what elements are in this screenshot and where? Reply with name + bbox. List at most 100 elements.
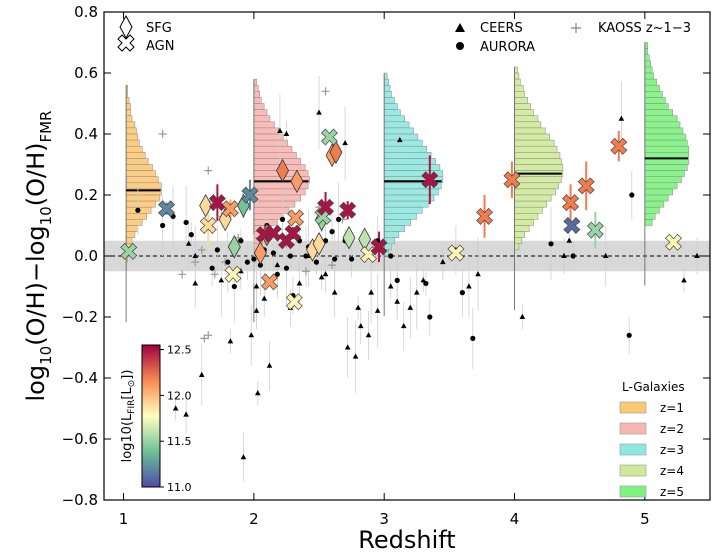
ceers-point — [296, 280, 303, 286]
aurora-point — [287, 253, 293, 259]
aurora-point — [238, 238, 244, 244]
legend-label-z=4: z=4 — [660, 464, 684, 478]
histogram-bin — [383, 78, 389, 86]
histogram-bin — [125, 158, 149, 165]
sfg-diamond — [329, 140, 343, 165]
histogram-bin — [514, 158, 562, 165]
ceers-point — [253, 283, 260, 289]
histogram-bin — [253, 133, 284, 141]
histogram-bin — [383, 97, 395, 104]
histogram-bin — [514, 152, 561, 159]
agn-cross — [563, 216, 581, 235]
legend-label-z=3: z=3 — [660, 443, 684, 457]
histogram-bin — [514, 206, 543, 214]
ceers-point — [387, 283, 394, 289]
colorbar-ticks: 11.0 11.5 12.0 12.5 — [160, 344, 192, 494]
histogram-bin — [383, 121, 410, 129]
histogram-z=3 — [383, 72, 444, 316]
histogram-bin — [514, 115, 539, 123]
ceers-point — [694, 252, 700, 258]
legend-lgalaxies-items: z=1 z=2 z=3 z=4 z=5 — [619, 401, 684, 499]
histogram-bin — [383, 145, 427, 153]
histogram-bin — [125, 176, 159, 184]
ceers-point — [274, 261, 281, 268]
legend-kaoss-plus-icon — [571, 23, 581, 33]
kaoss-point — [302, 267, 310, 276]
histogram-bin — [644, 188, 673, 196]
histogram-bin — [514, 194, 552, 202]
histogram-bin — [644, 109, 673, 116]
histogram-bin — [253, 200, 296, 208]
ceers-point — [192, 252, 199, 258]
histogram-bin — [383, 225, 405, 232]
aurora-point — [470, 335, 476, 341]
legend-swatch-z=3 — [619, 443, 647, 456]
histogram-bin — [125, 121, 136, 129]
aurora-point — [274, 271, 280, 277]
x-tick-label: 1 — [119, 510, 129, 528]
histogram-bin — [514, 139, 555, 147]
histogram-bin — [644, 164, 688, 171]
x-tick-label: 4 — [510, 510, 520, 528]
y-axis-label: log10(O/H)−log10(O/H)FMR — [22, 111, 55, 402]
aurora-point — [251, 256, 257, 262]
histogram-bin — [514, 121, 542, 129]
histogram-bin — [514, 188, 556, 196]
kaoss-point — [158, 130, 167, 138]
y-tick-label: 0.8 — [74, 3, 98, 21]
kaoss-point — [191, 258, 200, 267]
agn-cross — [577, 177, 595, 195]
agn-cross — [610, 137, 628, 155]
y-tick-label: 0.0 — [74, 247, 98, 265]
aurora-point — [394, 277, 400, 283]
ceers-point — [342, 139, 348, 146]
aurora-point — [313, 259, 320, 265]
ceers-point — [218, 277, 225, 283]
legend-agn-label: AGN — [146, 39, 174, 54]
ceers-point — [316, 109, 322, 115]
aurora-point — [388, 253, 394, 259]
histogram-bin — [514, 84, 524, 92]
y-tick-label: −0.8 — [62, 491, 98, 509]
histogram-bin — [383, 84, 391, 92]
ceers-point — [618, 115, 625, 121]
ceers-point — [266, 362, 273, 368]
aurora-point — [548, 241, 554, 247]
legend-lgalaxies-title: L-Galaxies — [622, 380, 685, 394]
histogram-bin — [253, 139, 288, 147]
agn-cross — [421, 171, 439, 189]
kaoss-point — [200, 334, 209, 343]
agn-cross — [120, 242, 138, 260]
ceers-point — [352, 353, 359, 359]
histogram-bin — [383, 115, 405, 123]
histogram-bin — [644, 97, 666, 104]
aurora-point — [459, 290, 465, 296]
histogram-bin — [644, 115, 678, 123]
histogram-bin — [125, 194, 161, 202]
aurora-point — [160, 222, 166, 229]
y-tick-label: −0.2 — [62, 308, 98, 326]
histogram-bin — [644, 60, 651, 68]
histogram-bin — [383, 200, 429, 208]
ceers-point — [254, 390, 261, 396]
colorbar-tick-label: 12.5 — [167, 344, 192, 357]
kaoss-point — [321, 87, 330, 96]
ceers-point — [407, 304, 414, 310]
agn-cross — [287, 209, 305, 227]
legend-label-z=5: z=5 — [660, 485, 684, 499]
agn-cross — [320, 128, 338, 146]
histogram-bin — [383, 152, 432, 159]
histogram-bin — [514, 219, 534, 226]
ceers-point — [519, 313, 526, 319]
histogram-bin — [125, 170, 156, 177]
aurora-point — [257, 262, 263, 268]
histogram-bin — [383, 158, 436, 165]
histogram-bin — [644, 72, 654, 80]
ceers-point — [261, 295, 268, 301]
histogram-bin — [253, 213, 284, 220]
histogram-bin — [514, 213, 539, 220]
axis-ticks: 1 2 3 4 5 −0.8 −0.6 −0.4 −0.2 0.0 0.2 0.4 0.6 0.8 — [62, 3, 710, 528]
agn-cross — [241, 186, 259, 204]
aurora-point — [570, 253, 576, 259]
sfg-diamond — [199, 193, 213, 218]
